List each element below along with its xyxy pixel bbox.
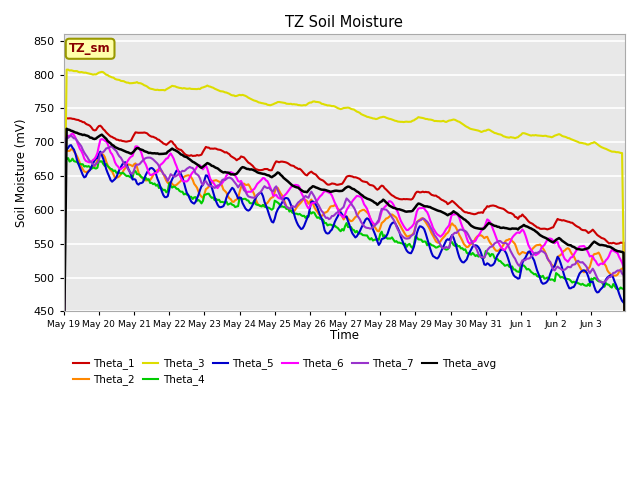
Theta_7 (67, 132, 75, 138)
Theta_4 (79, 161, 86, 167)
Theta_1 (618, 240, 626, 246)
Line: Theta_1: Theta_1 (64, 118, 625, 367)
Theta_1 (61, 115, 69, 120)
Line: Theta_avg: Theta_avg (64, 129, 625, 372)
Theta_7 (81, 150, 88, 156)
Theta_6 (461, 230, 469, 236)
Theta_avg (63, 126, 70, 132)
Theta_3 (461, 123, 469, 129)
Theta_avg (618, 249, 626, 255)
Theta_4 (349, 227, 356, 232)
Theta_2 (350, 216, 358, 222)
Theta_avg (545, 237, 552, 243)
Theta_avg (98, 132, 106, 138)
Theta_6 (621, 267, 629, 273)
Theta_5 (60, 383, 68, 388)
Theta_6 (98, 136, 106, 142)
Theta_3 (81, 70, 88, 75)
Line: Theta_4: Theta_4 (64, 158, 625, 290)
Theta_1 (461, 209, 469, 215)
Theta_7 (545, 258, 552, 264)
Theta_6 (81, 156, 88, 161)
Theta_5 (545, 276, 552, 281)
Theta_3 (545, 133, 552, 139)
Theta_4 (460, 247, 468, 253)
Theta_5 (81, 175, 88, 180)
Theta_7 (618, 271, 626, 276)
Theta_3 (60, 285, 68, 291)
Theta_6 (350, 196, 358, 202)
Theta_5 (618, 298, 626, 304)
Theta_3 (350, 107, 358, 112)
Theta_2 (60, 382, 68, 387)
Theta_7 (98, 150, 106, 156)
Line: Theta_7: Theta_7 (64, 135, 625, 378)
Theta_2 (81, 168, 88, 174)
Theta_2 (98, 151, 106, 157)
Line: Theta_6: Theta_6 (64, 133, 625, 379)
Theta_avg (60, 369, 68, 375)
Theta_5 (621, 301, 629, 307)
Theta_avg (81, 132, 88, 138)
Theta_avg (350, 186, 358, 192)
Theta_7 (350, 204, 358, 210)
Theta_5 (350, 232, 358, 238)
Theta_3 (621, 336, 629, 341)
Line: Theta_2: Theta_2 (64, 149, 625, 384)
Theta_2 (68, 146, 76, 152)
Y-axis label: Soil Moisture (mV): Soil Moisture (mV) (15, 119, 28, 227)
Legend: Theta_1, Theta_2, Theta_3, Theta_4, Theta_5, Theta_6, Theta_7, Theta_avg: Theta_1, Theta_2, Theta_3, Theta_4, Thet… (69, 354, 500, 389)
Theta_7 (621, 272, 629, 278)
Theta_avg (621, 341, 629, 347)
Theta_1 (98, 124, 106, 130)
Theta_avg (461, 217, 469, 223)
Theta_4 (60, 155, 68, 161)
Theta_4 (97, 159, 104, 165)
Theta_2 (545, 258, 552, 264)
Theta_6 (618, 260, 626, 265)
Theta_2 (461, 242, 469, 248)
Theta_1 (60, 280, 68, 286)
Theta_4 (543, 275, 551, 280)
Theta_5 (461, 258, 469, 264)
Theta_1 (545, 226, 552, 232)
Title: TZ Soil Moisture: TZ Soil Moisture (285, 15, 403, 30)
Theta_3 (618, 150, 626, 156)
Theta_5 (67, 142, 75, 148)
Theta_6 (545, 236, 552, 241)
Theta_3 (64, 67, 72, 72)
Line: Theta_3: Theta_3 (64, 70, 625, 338)
Theta_2 (621, 263, 629, 269)
Theta_3 (98, 69, 106, 75)
Theta_4 (617, 285, 625, 290)
Theta_5 (98, 152, 106, 158)
Theta_2 (618, 266, 626, 272)
Theta_1 (81, 120, 88, 125)
Theta_4 (621, 287, 629, 293)
Text: TZ_sm: TZ_sm (69, 42, 111, 55)
Line: Theta_5: Theta_5 (64, 145, 625, 385)
Theta_7 (60, 375, 68, 381)
Theta_6 (60, 376, 68, 382)
Theta_1 (350, 174, 358, 180)
Theta_1 (621, 364, 629, 370)
Theta_7 (461, 228, 469, 234)
Theta_6 (68, 131, 76, 136)
X-axis label: Time: Time (330, 329, 359, 342)
